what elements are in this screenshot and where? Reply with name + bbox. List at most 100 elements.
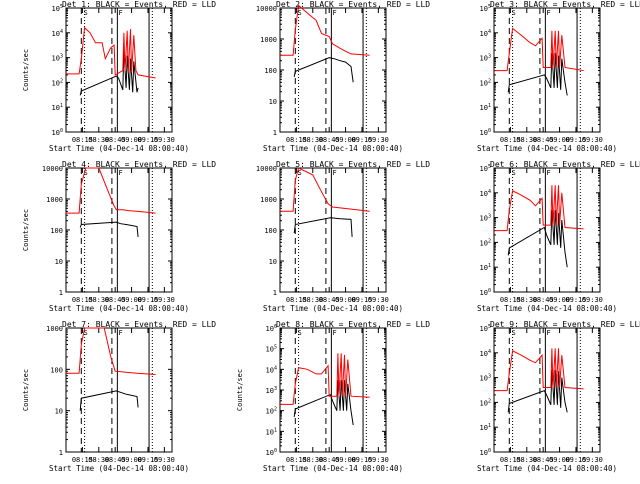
y-tick-label: 10 [269,98,277,106]
y-tick-label: 105 [480,4,491,13]
y-tick-label: 105 [480,164,491,173]
x-tick-label: 08:30 [302,136,323,144]
y-tick-label: 103 [480,54,491,63]
events-series-line [507,210,568,268]
x-tick-label: 08:30 [516,456,537,464]
y-tick-label: 102 [480,238,491,247]
x-tick-label: 09:15 [565,456,586,464]
plot-frame [279,327,387,453]
y-tick-label: 100 [50,227,63,235]
y-tick-label: 103 [480,374,491,383]
marker-label-s: S [297,169,301,177]
chart-panel: Det 5: BLACK = Events, RED = LLD 1 10 100 10… [256,160,430,313]
y-tick-label: 10 [55,408,63,416]
x-tick-label: 08:45 [533,456,554,464]
y-tick-label: 103 [266,386,277,395]
plot-frame [493,7,601,133]
plot-frame [65,167,173,293]
chart-panel: Det 9: BLACK = Events, RED = LLD 100 101 10… [477,320,640,473]
x-axis-label: Start Time (04-Dec-14 08:00:40) [49,144,189,153]
y-tick-label: 100 [264,67,277,75]
panel-title: Det 4: BLACK = Events, RED = LLD [62,160,216,169]
y-tick-label: 1 [273,289,277,297]
x-tick-label: 08:30 [88,136,109,144]
panel-title: Det 9: BLACK = Events, RED = LLD [490,320,640,329]
chart-panel: Det 7: BLACK = Events, RED = LLD 1 10 100 10… [22,320,216,473]
x-tick-label: 08:30 [88,456,109,464]
y-tick-label: 104 [52,29,63,38]
marker-label-s: S [297,329,301,337]
lld-series-line [280,167,370,212]
x-tick-label: 09:15 [137,136,158,144]
lld-series-line [66,26,156,79]
x-tick-label: 08:45 [319,136,340,144]
panel-title: Det 5: BLACK = Events, RED = LLD [276,160,430,169]
x-tick-label: 09:30 [368,136,389,144]
y-tick-label: 103 [480,214,491,223]
x-tick-label: 08:15 [72,296,93,304]
events-series-line [79,221,139,237]
y-tick-label: 105 [480,324,491,333]
x-tick-label: 08:45 [105,296,126,304]
x-tick-label: 09:00 [549,296,570,304]
events-series-line [79,50,139,96]
marker-label-s: S [511,329,515,337]
lld-series-line [66,167,156,214]
x-tick-label: 08:15 [72,136,93,144]
y-tick-label: 102 [480,398,491,407]
y-tick-label: 10 [55,258,63,266]
x-tick-label: 08:30 [516,296,537,304]
y-tick-label: 10000 [256,5,277,13]
chart-panel: Det 1: BLACK = Events, RED = LLD 100 101 10… [22,0,216,153]
y-tick-label: 102 [480,78,491,87]
y-axis-label: Counts/sec [22,209,30,251]
plot-frame [493,167,601,293]
marker-label-f: F [546,169,550,177]
y-tick-label: 104 [266,365,277,374]
x-tick-label: 08:15 [500,296,521,304]
y-tick-label: 105 [52,4,63,13]
y-tick-label: 10 [269,258,277,266]
y-tick-label: 100 [480,288,491,297]
x-tick-label: 09:15 [351,296,372,304]
plot-frame [65,7,173,133]
marker-label-f: F [332,329,336,337]
marker-label-s: S [83,169,87,177]
y-tick-label: 10000 [42,165,63,173]
y-tick-label: 100 [264,227,277,235]
y-tick-label: 1 [59,289,63,297]
x-axis-label: Start Time (04-Dec-14 08:00:40) [477,304,617,313]
y-tick-label: 1 [273,129,277,137]
events-series-line [293,380,354,426]
events-series-line [79,390,139,411]
x-axis-label: Start Time (04-Dec-14 08:00:40) [263,304,403,313]
y-tick-label: 102 [52,78,63,87]
chart-panel: Det 4: BLACK = Events, RED = LLD 1 10 100 10… [22,160,216,313]
x-tick-label: 09:30 [582,456,603,464]
y-tick-label: 105 [266,345,277,354]
y-tick-label: 1000 [46,196,63,204]
marker-label-s: S [297,9,301,17]
x-tick-label: 09:30 [368,296,389,304]
events-series-line [293,57,354,83]
panel-title: Det 2: BLACK = Events, RED = LLD [276,0,430,9]
x-axis-label: Start Time (04-Dec-14 08:00:40) [263,144,403,153]
y-axis-label: Counts/sec [22,49,30,91]
y-tick-label: 1 [59,449,63,457]
marker-label-f: F [332,9,336,17]
y-tick-label: 101 [480,103,491,112]
y-axis-label: Counts/sec [236,369,244,411]
y-axis-label: Counts/sec [22,369,30,411]
x-axis-label: Start Time (04-Dec-14 08:00:40) [49,464,189,473]
panel-title: Det 1: BLACK = Events, RED = LLD [62,0,216,9]
x-tick-label: 09:30 [154,456,175,464]
x-tick-label: 08:30 [88,296,109,304]
y-tick-label: 101 [52,103,63,112]
x-tick-label: 09:30 [154,136,175,144]
y-tick-label: 100 [50,366,63,374]
marker-label-f: F [332,169,336,177]
x-tick-label: 08:15 [72,456,93,464]
x-axis-label: Start Time (04-Dec-14 08:00:40) [49,304,189,313]
x-tick-label: 09:00 [549,456,570,464]
